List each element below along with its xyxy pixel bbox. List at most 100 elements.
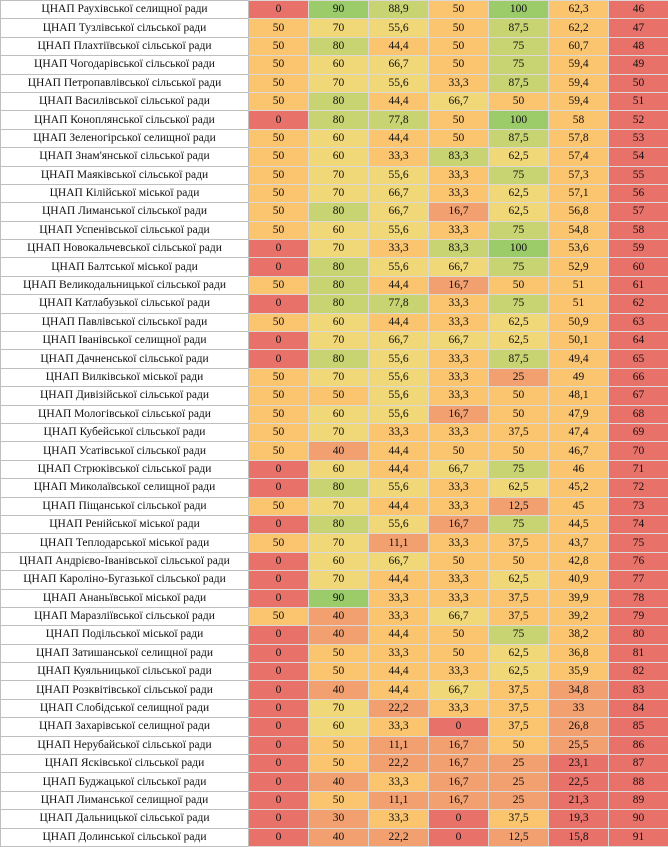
- score-1-cell: 0: [249, 828, 309, 846]
- center-name-cell: ЦНАП Захарівської селищної ради: [1, 718, 249, 736]
- score-3-cell: 11,1: [369, 534, 429, 552]
- score-4-cell: 33,3: [429, 387, 489, 405]
- score-3-cell: 88,9: [369, 1, 429, 19]
- score-3-cell: 77,8: [369, 295, 429, 313]
- score-5-cell: 62,5: [489, 332, 549, 350]
- score-2-cell: 70: [309, 240, 369, 258]
- total-score-cell: 25,5: [549, 736, 609, 754]
- center-name-cell: ЦНАП Кубейської сільської ради: [1, 423, 249, 441]
- total-score-cell: 57,3: [549, 166, 609, 184]
- score-2-cell: 70: [309, 497, 369, 515]
- score-2-cell: 60: [309, 460, 369, 478]
- rank-cell: 49: [609, 56, 668, 74]
- score-5-cell: 50: [489, 405, 549, 423]
- score-1-cell: 50: [249, 442, 309, 460]
- score-3-cell: 33,3: [369, 240, 429, 258]
- score-1-cell: 0: [249, 736, 309, 754]
- total-score-cell: 38,2: [549, 626, 609, 644]
- rank-cell: 83: [609, 681, 668, 699]
- score-2-cell: 80: [309, 515, 369, 533]
- score-3-cell: 44,4: [369, 681, 429, 699]
- score-1-cell: 50: [249, 221, 309, 239]
- score-5-cell: 75: [489, 626, 549, 644]
- score-4-cell: 33,3: [429, 534, 489, 552]
- score-5-cell: 50: [489, 387, 549, 405]
- score-5-cell: 25: [489, 368, 549, 386]
- score-3-cell: 22,2: [369, 828, 429, 846]
- score-5-cell: 62,5: [489, 184, 549, 202]
- total-score-cell: 47,9: [549, 405, 609, 423]
- rank-cell: 80: [609, 626, 668, 644]
- center-name-cell: ЦНАП Плахтіївської сільської ради: [1, 37, 249, 55]
- rank-cell: 88: [609, 773, 668, 791]
- rank-cell: 68: [609, 405, 668, 423]
- score-4-cell: 50: [429, 442, 489, 460]
- score-4-cell: 50: [429, 644, 489, 662]
- score-3-cell: 44,4: [369, 442, 429, 460]
- score-4-cell: 66,7: [429, 607, 489, 625]
- score-1-cell: 0: [249, 755, 309, 773]
- rank-cell: 62: [609, 295, 668, 313]
- total-score-cell: 34,8: [549, 681, 609, 699]
- total-score-cell: 36,8: [549, 644, 609, 662]
- rank-cell: 55: [609, 166, 668, 184]
- score-1-cell: 50: [249, 368, 309, 386]
- total-score-cell: 42,8: [549, 552, 609, 570]
- rank-cell: 70: [609, 442, 668, 460]
- rank-cell: 54: [609, 148, 668, 166]
- rank-cell: 84: [609, 699, 668, 717]
- score-1-cell: 50: [249, 56, 309, 74]
- score-3-cell: 33,3: [369, 773, 429, 791]
- score-4-cell: 33,3: [429, 313, 489, 331]
- rank-cell: 76: [609, 552, 668, 570]
- rank-cell: 87: [609, 755, 668, 773]
- score-2-cell: 60: [309, 148, 369, 166]
- score-3-cell: 44,4: [369, 663, 429, 681]
- score-5-cell: 62,5: [489, 479, 549, 497]
- score-1-cell: 50: [249, 129, 309, 147]
- rank-cell: 77: [609, 571, 668, 589]
- score-4-cell: 16,7: [429, 276, 489, 294]
- score-5-cell: 37,5: [489, 810, 549, 828]
- center-name-cell: ЦНАП Затишанської селищної ради: [1, 644, 249, 662]
- center-name-cell: ЦНАП Куяльницької сільської ради: [1, 663, 249, 681]
- score-4-cell: 50: [429, 1, 489, 19]
- score-5-cell: 50: [489, 736, 549, 754]
- total-score-cell: 22,5: [549, 773, 609, 791]
- score-4-cell: 33,3: [429, 589, 489, 607]
- center-name-cell: ЦНАП Нерубайської сільської ради: [1, 736, 249, 754]
- center-name-cell: ЦНАП Піщанської сільської ради: [1, 497, 249, 515]
- score-1-cell: 0: [249, 571, 309, 589]
- rank-cell: 61: [609, 276, 668, 294]
- score-5-cell: 37,5: [489, 699, 549, 717]
- score-3-cell: 44,4: [369, 276, 429, 294]
- score-5-cell: 62,5: [489, 148, 549, 166]
- rank-cell: 57: [609, 203, 668, 221]
- score-3-cell: 55,6: [369, 479, 429, 497]
- center-name-cell: ЦНАП Теплодарської міської ради: [1, 534, 249, 552]
- rank-cell: 66: [609, 368, 668, 386]
- score-1-cell: 0: [249, 626, 309, 644]
- score-2-cell: 50: [309, 736, 369, 754]
- score-2-cell: 70: [309, 74, 369, 92]
- score-5-cell: 62,5: [489, 203, 549, 221]
- total-score-cell: 33: [549, 699, 609, 717]
- score-2-cell: 70: [309, 166, 369, 184]
- score-2-cell: 70: [309, 571, 369, 589]
- score-4-cell: 16,7: [429, 203, 489, 221]
- score-5-cell: 62,5: [489, 571, 549, 589]
